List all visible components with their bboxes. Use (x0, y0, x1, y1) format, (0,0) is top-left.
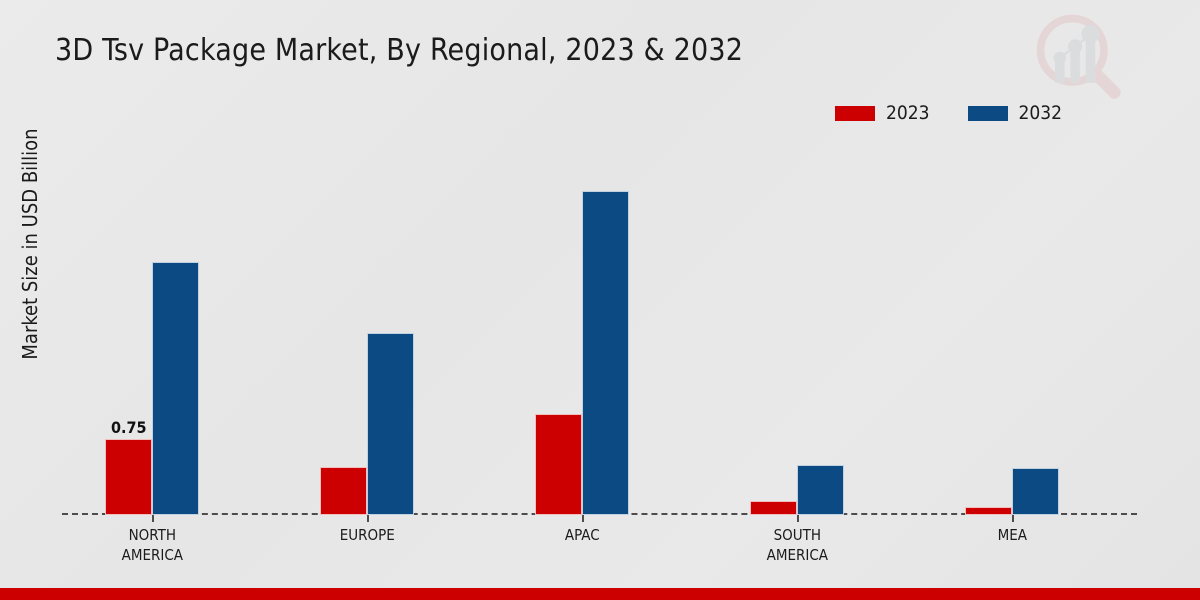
x-axis-category-label: EUROPE (339, 526, 395, 544)
bar-2032-apac[interactable] (582, 190, 630, 515)
x-axis-category-label: APAC (564, 526, 600, 544)
bar-2023-south-america[interactable] (750, 500, 798, 515)
magnifier-bar-chart-logo (1036, 14, 1121, 99)
x-axis-tick (367, 515, 370, 522)
x-axis-tick (152, 515, 155, 522)
x-axis-category-label: SOUTH AMERICA (766, 526, 828, 564)
legend-label-2023: 2023 (886, 102, 930, 124)
legend-label-2032: 2032 (1018, 102, 1063, 124)
chart-legend: 2023 2032 (835, 102, 1062, 124)
x-axis-tick (582, 515, 585, 522)
bar-2023-mea[interactable] (965, 506, 1013, 515)
legend-swatch-2023 (835, 105, 875, 121)
bar-value-label: 0.75 (111, 417, 147, 437)
bar-group: EUROPE (320, 150, 415, 544)
bar-2023-europe[interactable] (320, 467, 368, 515)
legend-swatch-2032 (967, 105, 1008, 121)
bar-group: 0.75 NORTH AMERICA (105, 150, 200, 564)
x-axis-category-label: NORTH AMERICA (121, 526, 183, 564)
x-axis-category-label: MEA (997, 526, 1027, 544)
chart-title: 3D Tsv Package Market, By Regional, 2023… (55, 33, 744, 68)
bar-2023-apac[interactable] (535, 413, 583, 515)
bar-group: SOUTH AMERICA (750, 150, 845, 564)
bar-2032-europe[interactable] (367, 332, 415, 515)
bar-2032-south-america[interactable] (797, 465, 845, 515)
bar-group: APAC (535, 150, 630, 544)
footer-accent-bar (0, 588, 1200, 600)
bar-2023-north-america[interactable]: 0.75 (105, 418, 153, 515)
legend-entry-2032[interactable]: 2032 (967, 102, 1063, 124)
bar-2032-north-america[interactable] (152, 261, 200, 515)
x-axis-tick (797, 515, 800, 522)
y-axis-label: Market Size in USD Billion (18, 128, 42, 360)
x-axis-tick (1012, 515, 1015, 522)
legend-entry-2023[interactable]: 2023 (835, 102, 930, 124)
bar-2032-mea[interactable] (1012, 468, 1060, 515)
bar-group: MEA (965, 150, 1060, 544)
plot-area: 0.75 NORTH AMERICA EUROPE APAC SOUTH AMERICA… (62, 150, 1137, 564)
